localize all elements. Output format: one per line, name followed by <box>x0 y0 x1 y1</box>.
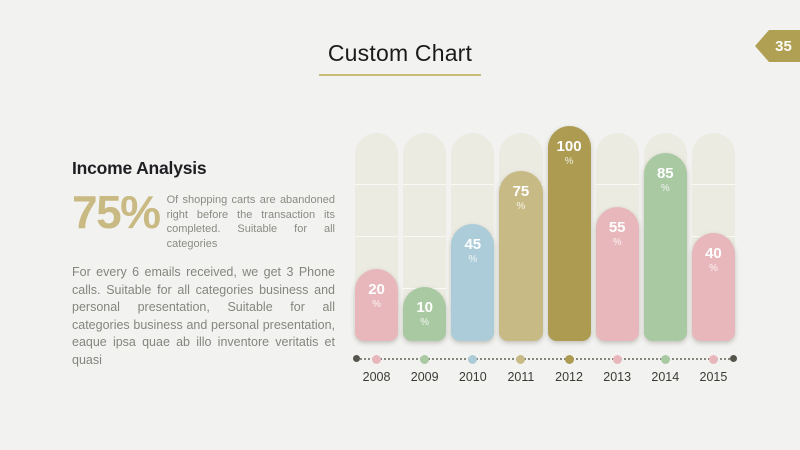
chart-column-2011: 75% <box>499 126 543 341</box>
axis-dot-cell <box>451 354 494 364</box>
bar-2012: 100% <box>547 126 591 341</box>
axis-dot-2009 <box>420 354 430 364</box>
section-heading: Income Analysis <box>72 158 207 178</box>
year-label-2014: 2014 <box>651 370 680 384</box>
bar-value-label: 55 <box>608 219 626 236</box>
stat-value: 75% <box>72 186 161 238</box>
bar-value-label: 100 <box>556 138 582 155</box>
year-label-2009: 2009 <box>410 370 439 384</box>
bar-unit-label: % <box>516 201 526 212</box>
axis-dot-cell <box>355 354 398 364</box>
chart-column-2010: 45% <box>451 126 495 341</box>
chart-column-2009: 10% <box>403 126 447 341</box>
axis-dot-cell <box>499 354 542 364</box>
bar-2013: 55% <box>595 207 639 341</box>
stat-caption: Of shopping carts are abandoned right be… <box>166 194 335 250</box>
body-paragraph: For every 6 emails received, we get 3 Ph… <box>72 265 335 367</box>
bar-value-label: 85 <box>656 165 674 182</box>
bar-value-label: 45 <box>464 236 482 253</box>
bar-value-label: 10 <box>416 299 434 316</box>
axis-dotted-line <box>356 358 734 360</box>
bar-2011: 75% <box>499 171 543 341</box>
axis-dot-cell <box>692 354 735 364</box>
axis-dot-cell <box>644 354 687 364</box>
bar-unit-label: % <box>420 317 430 328</box>
chart-column-2014: 85% <box>643 126 687 341</box>
bar-unit-label: % <box>708 263 718 274</box>
axis-dot-2010 <box>468 354 478 364</box>
axis-dot-cell <box>596 354 639 364</box>
year-label-2008: 2008 <box>362 370 391 384</box>
year-label-2015: 2015 <box>699 370 728 384</box>
bar-value-label: 40 <box>705 245 722 262</box>
bar-value-label: 20 <box>368 281 385 298</box>
bar-unit-label: % <box>564 156 574 167</box>
chart-axis <box>353 354 737 364</box>
axis-dot-2015 <box>708 354 718 364</box>
bar-unit-label: % <box>612 237 622 248</box>
axis-dot-cell <box>403 354 446 364</box>
axis-dot-cell <box>548 354 591 364</box>
axis-end-dot-right <box>730 355 737 362</box>
bar-2008: 20% <box>355 269 399 341</box>
page-title: Custom Chart <box>327 40 473 66</box>
chart-columns: 20% 10% 45% 75% 100% 55% 85% 40% <box>355 126 735 341</box>
bar-chart: 20% 10% 45% 75% 100% 55% 85% 40% 2008 2009 2010 20… <box>353 126 737 384</box>
bar-unit-label: % <box>372 299 382 310</box>
axis-dot-2011 <box>516 354 526 364</box>
stat-row: 75% Of shopping carts are abandoned righ… <box>72 186 335 251</box>
axis-dot-2013 <box>612 354 622 364</box>
year-label-2011: 2011 <box>507 370 535 384</box>
axis-dots <box>355 354 735 364</box>
chart-column-2008: 20% <box>355 126 399 341</box>
bar-2014: 85% <box>643 153 687 341</box>
axis-dot-2012 <box>564 354 574 364</box>
bar-2010: 45% <box>451 224 495 341</box>
chart-column-2013: 55% <box>595 126 639 341</box>
chart-column-2015: 40% <box>691 126 735 341</box>
title-underline <box>319 74 481 76</box>
axis-end-dot-left <box>353 355 360 362</box>
income-analysis-panel: Income Analysis 75% Of shopping carts ar… <box>72 158 335 369</box>
chart-column-2012: 100% <box>547 126 591 341</box>
bar-2015: 40% <box>691 233 735 341</box>
year-label-2013: 2013 <box>603 370 632 384</box>
bar-unit-label: % <box>468 254 478 265</box>
slide-header: Custom Chart <box>0 40 800 76</box>
axis-dot-2014 <box>660 354 670 364</box>
axis-year-labels: 2008 2009 2010 2011 2012 2013 2014 2015 <box>355 370 735 384</box>
year-label-2012: 2012 <box>555 370 583 384</box>
bar-unit-label: % <box>660 183 670 194</box>
year-label-2010: 2010 <box>458 370 487 384</box>
bar-value-label: 75 <box>512 183 530 200</box>
bar-2009: 10% <box>403 287 447 341</box>
axis-dot-2008 <box>372 354 382 364</box>
